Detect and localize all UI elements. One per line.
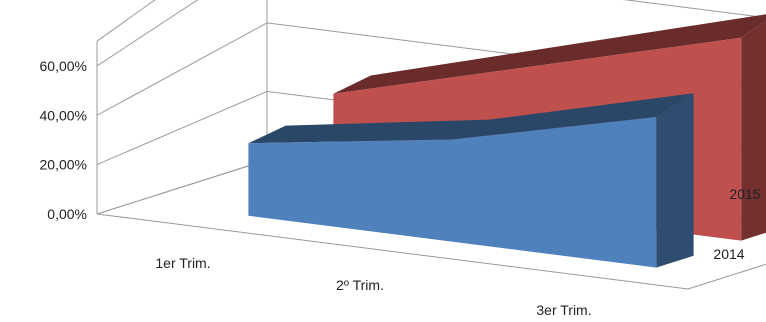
series-axis-label: 2014 <box>713 246 744 262</box>
series-layer <box>248 14 766 268</box>
y-tick-label: 20,00% <box>40 157 87 173</box>
area-side-2015 <box>741 20 766 241</box>
x-tick-label: 2º Trim. <box>336 277 384 293</box>
y-tick-label: 0,00% <box>47 206 87 222</box>
series-2014 <box>248 93 694 268</box>
y-tick-label: 60,00% <box>40 58 87 74</box>
floor <box>96 159 766 290</box>
gridlines <box>96 0 766 290</box>
area-top-2015 <box>333 14 766 94</box>
gridline <box>96 0 156 42</box>
area-front-2014 <box>248 117 657 268</box>
x-tick-label: 1er Trim. <box>155 255 210 271</box>
gridline <box>96 0 766 67</box>
series-axis-label: 2015 <box>729 186 760 202</box>
y-tick-label: 40,00% <box>40 107 87 123</box>
labels: 0,00% 20,00% 40,00% 60,00% 1er Trim. 2º Trim.… <box>40 58 761 318</box>
x-tick-label: 3er Trim. <box>536 302 591 318</box>
area-side-2014 <box>656 93 694 268</box>
area-top-2014 <box>248 93 694 144</box>
